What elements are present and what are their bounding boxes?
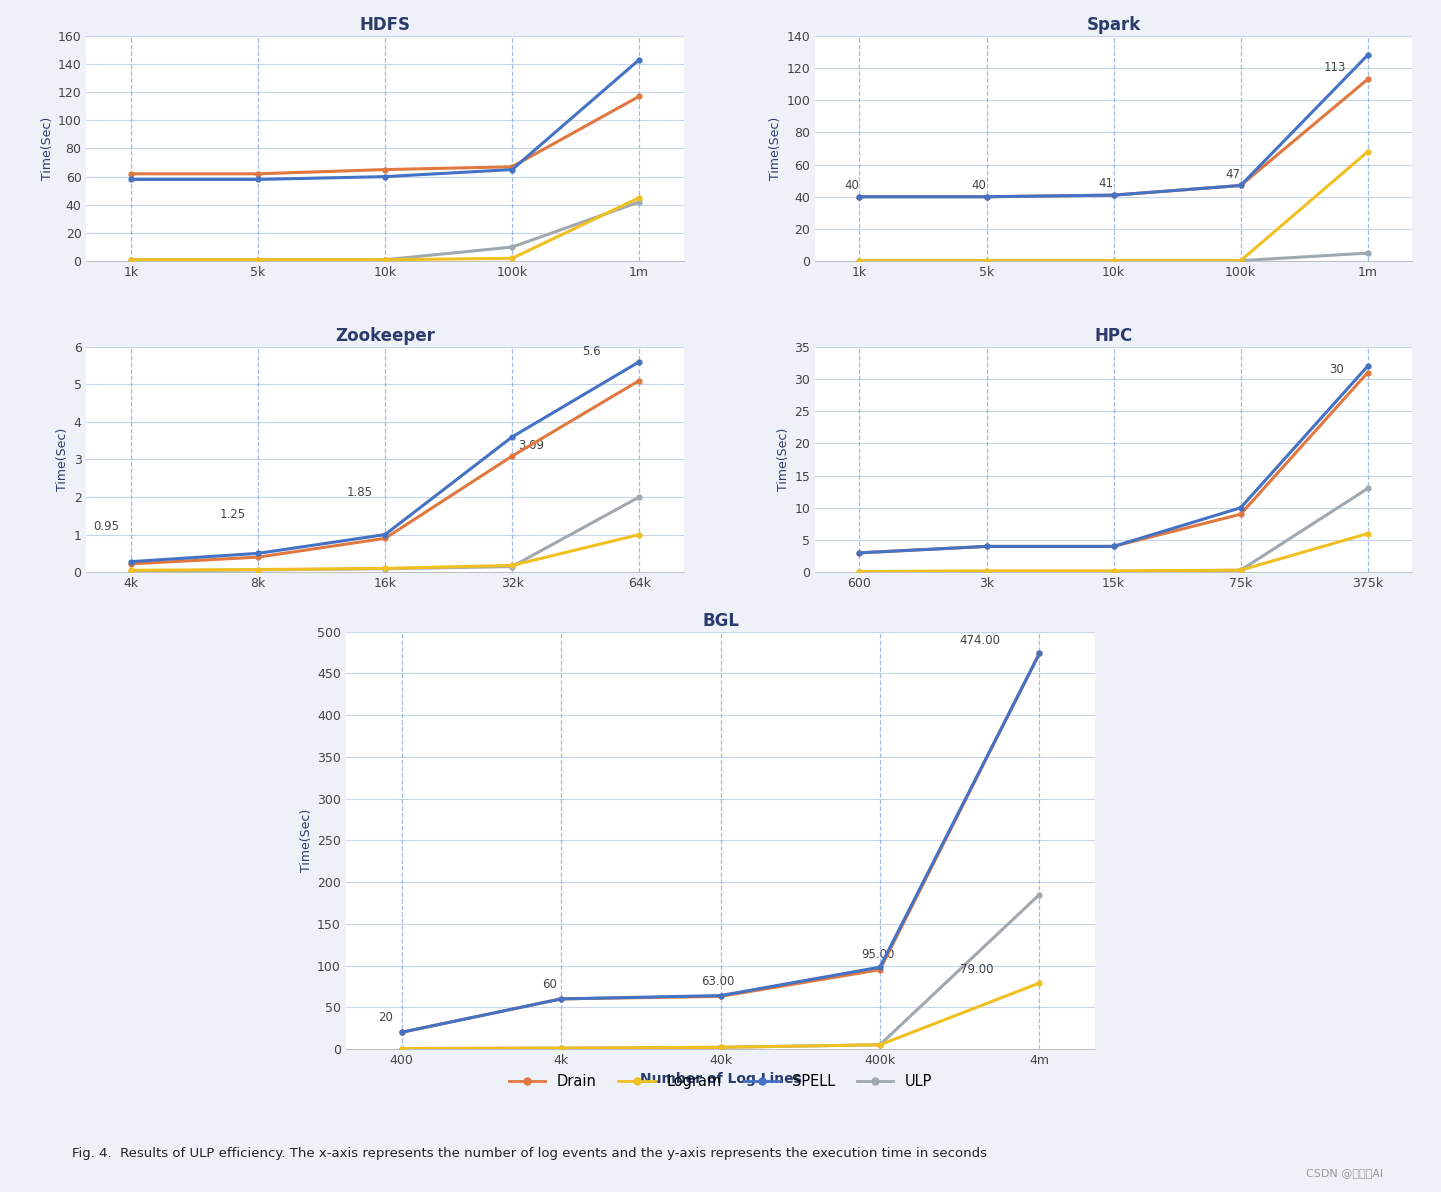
Y-axis label: Time(Sec): Time(Sec) xyxy=(300,808,313,873)
Text: 474.00: 474.00 xyxy=(960,634,1000,647)
Text: 41: 41 xyxy=(1098,178,1114,191)
Text: 0.95: 0.95 xyxy=(92,520,118,533)
Title: BGL: BGL xyxy=(702,613,739,631)
Legend: Drain, Logram, SPELL, ULP: Drain, Logram, SPELL, ULP xyxy=(503,1069,938,1095)
Text: 60: 60 xyxy=(542,977,556,991)
Text: 79.00: 79.00 xyxy=(960,963,993,976)
Text: Fig. 4.  Results of ULP efficiency. The x-axis represents the number of log even: Fig. 4. Results of ULP efficiency. The x… xyxy=(72,1147,987,1160)
Text: 1.85: 1.85 xyxy=(347,486,373,499)
Text: 95.00: 95.00 xyxy=(860,949,895,961)
Text: 5.6: 5.6 xyxy=(582,344,601,358)
X-axis label: Number of Log Lines: Number of Log Lines xyxy=(640,1073,801,1086)
Text: CSDN @小天才AI: CSDN @小天才AI xyxy=(1306,1168,1383,1178)
Title: Spark: Spark xyxy=(1087,17,1141,35)
Y-axis label: Time(Sec): Time(Sec) xyxy=(769,117,782,180)
Text: 113: 113 xyxy=(1323,62,1346,74)
Text: 40: 40 xyxy=(844,179,859,192)
Text: 1.25: 1.25 xyxy=(220,509,246,521)
Title: HPC: HPC xyxy=(1095,328,1133,346)
Text: 47: 47 xyxy=(1225,168,1241,181)
Text: 40: 40 xyxy=(971,179,986,192)
Y-axis label: Time(Sec): Time(Sec) xyxy=(56,428,69,491)
Title: Zookeeper: Zookeeper xyxy=(336,328,435,346)
Title: HDFS: HDFS xyxy=(360,17,411,35)
Text: 20: 20 xyxy=(378,1011,392,1024)
Text: 30: 30 xyxy=(1330,362,1344,375)
Y-axis label: Time(Sec): Time(Sec) xyxy=(40,117,53,180)
Text: 63.00: 63.00 xyxy=(702,975,735,988)
Y-axis label: Time(Sec): Time(Sec) xyxy=(777,428,790,491)
Text: 3.09: 3.09 xyxy=(519,439,545,452)
